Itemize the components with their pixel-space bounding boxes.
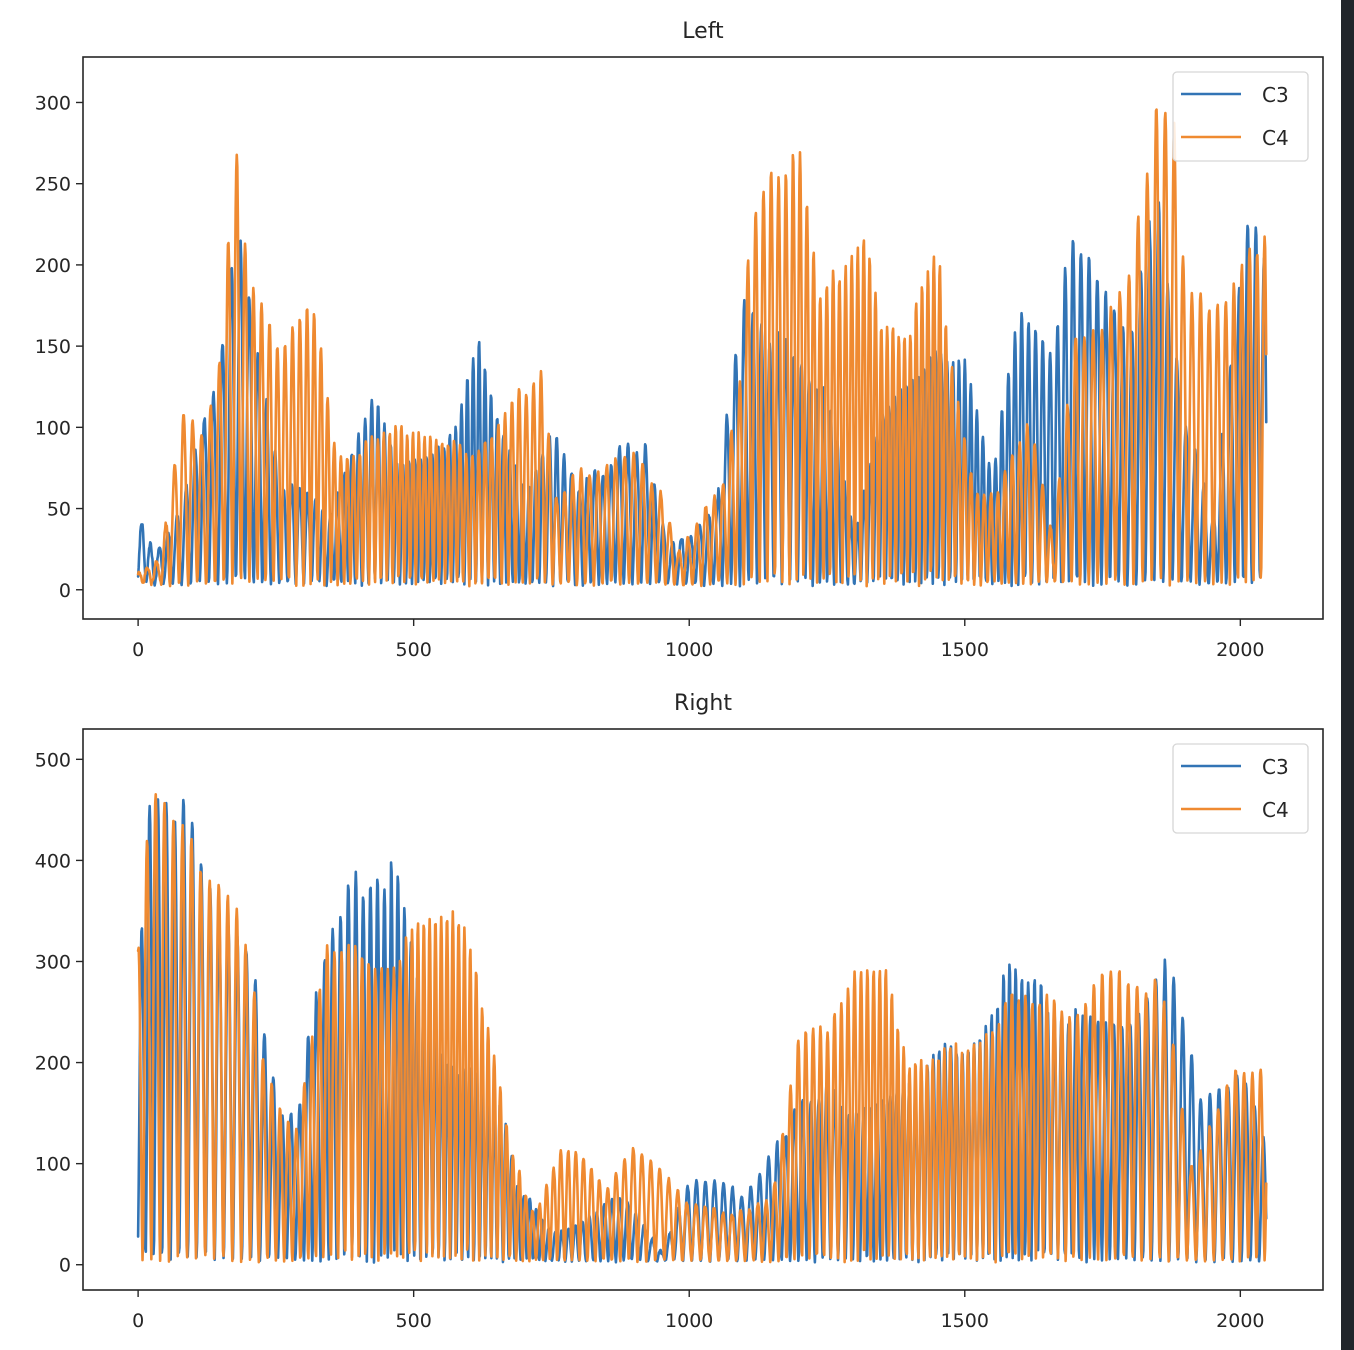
x-axis: 0 500 1000 1500 2000 xyxy=(132,619,1265,661)
y-tick-label: 100 xyxy=(35,417,71,439)
x-tick-label: 0 xyxy=(132,639,144,661)
x-tick-label: 1500 xyxy=(941,639,989,661)
y-tick-label: 200 xyxy=(35,1053,71,1075)
axes-right: Right 0 500 1000 1500 2000 0100200300400500 … xyxy=(35,691,1324,1332)
plot-lines xyxy=(136,108,1268,588)
y-tick-label: 200 xyxy=(35,255,71,277)
legend: C3 C4 xyxy=(1172,743,1309,834)
x-tick-label: 0 xyxy=(132,1310,144,1332)
y-tick-label: 0 xyxy=(59,1255,71,1277)
x-tick-label: 2000 xyxy=(1216,639,1264,661)
legend: C3 C4 xyxy=(1172,71,1309,162)
axes-frame xyxy=(82,728,1324,1291)
x-tick-label: 2000 xyxy=(1216,1310,1264,1332)
y-tick-label: 50 xyxy=(47,499,71,521)
legend-label-c3: C3 xyxy=(1262,83,1289,107)
y-tick-label: 300 xyxy=(35,92,71,114)
axes-left: Left 0 500 1000 1500 2000 0 50 100 150 200 250 300… xyxy=(35,19,1324,661)
y-axis: 0 50 100 150 200 250 300 xyxy=(35,92,83,602)
legend-label-c4: C4 xyxy=(1262,798,1289,822)
x-tick-label: 1000 xyxy=(665,1310,713,1332)
y-tick-label: 500 xyxy=(35,749,71,771)
axes-frame xyxy=(82,56,1324,620)
legend-label-c4: C4 xyxy=(1262,126,1289,150)
chart-title: Left xyxy=(682,19,724,44)
y-axis: 0 100 200 300 400 500 xyxy=(35,749,83,1277)
x-tick-label: 500 xyxy=(396,639,432,661)
chart-title: Right xyxy=(674,691,732,716)
legend-label-c3: C3 xyxy=(1262,755,1289,779)
y-tick-label: 250 xyxy=(35,174,71,196)
series-line-c4 xyxy=(136,793,1268,1264)
y-tick-label: 300 xyxy=(35,951,71,973)
y-tick-label: 100 xyxy=(35,1154,71,1176)
y-tick-label: 400 xyxy=(35,850,71,872)
x-tick-label: 1500 xyxy=(941,1310,989,1332)
x-tick-label: 1000 xyxy=(665,639,713,661)
series-line-c4 xyxy=(136,108,1268,588)
x-axis: 0 500 1000 1500 2000 xyxy=(132,1290,1265,1332)
window-side-strip xyxy=(1341,0,1354,1350)
plot-lines xyxy=(136,793,1268,1264)
x-tick-label: 500 xyxy=(396,1310,432,1332)
y-tick-label: 150 xyxy=(35,336,71,358)
y-tick-label: 0 xyxy=(59,580,71,602)
